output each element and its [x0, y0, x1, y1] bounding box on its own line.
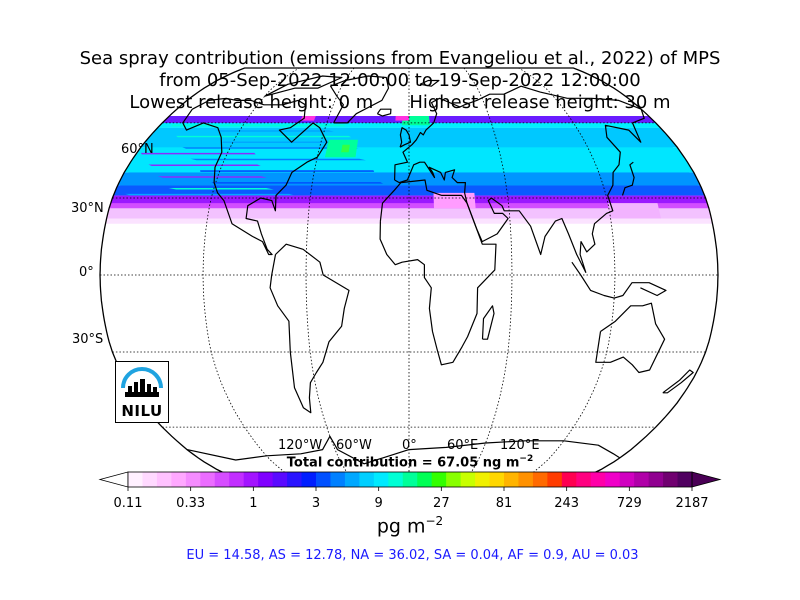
lon-label-0: 0° [402, 438, 417, 453]
coastlines [182, 75, 694, 465]
lat-label-60n: 60°N [121, 142, 154, 157]
coastline-scandinavia-uk [399, 127, 412, 148]
lon-label-60e: 60°E [447, 438, 479, 453]
nilu-logo-icon [121, 367, 163, 397]
plume-streak [211, 182, 384, 184]
lon-label-60w: 60°W [336, 438, 372, 453]
meridian-line [518, 68, 616, 482]
meridian-line [202, 68, 300, 482]
plume-streak [125, 193, 295, 196]
coastline-madagascar [481, 305, 495, 340]
globe-outline [99, 67, 719, 483]
lat-label-30s: 30°S [72, 332, 104, 347]
plume-streak [182, 147, 359, 149]
nilu-logo-text: NILU [121, 402, 163, 420]
total-contribution-text: Total contribution = 67.05 ng m [286, 455, 520, 471]
colorbar-tick-label: 9 [374, 496, 383, 511]
nilu-logo: NILU [115, 361, 169, 423]
colorbar-tick-label: 243 [554, 496, 580, 511]
plume-speckle-pacific [607, 203, 661, 219]
lon-label-120w: 120°W [278, 438, 323, 453]
plume-hotspot-atlantic [324, 139, 358, 158]
colorbar-tick-label: 2187 [675, 496, 709, 511]
regional-contributions: EU = 14.58, AS = 12.78, NA = 36.02, SA =… [186, 548, 639, 563]
coastline-australia [595, 302, 666, 374]
map-title: Sea spray contribution (emissions from E… [0, 48, 800, 114]
plume-edge-band [110, 195, 708, 204]
coastline-eurasia [394, 85, 645, 273]
total-contribution: Total contribution = 67.05 ng m−2 [0, 454, 800, 470]
lat-label-equator: 0° [79, 265, 94, 280]
plume-hotspot-atlantic-core [341, 144, 350, 153]
coastline-arctic-islands [264, 75, 343, 97]
plume-streak [216, 130, 334, 132]
plume-inner-band [117, 172, 701, 186]
colorbar-tick-label: 1 [249, 496, 258, 511]
coastline-indonesia [571, 261, 667, 299]
coastline-greenland [330, 75, 390, 124]
title-line-2: from 05-Sep-2022 12:00:00 to 19-Sep-2022… [159, 70, 641, 91]
coastline-svalbard [419, 79, 440, 87]
lon-label-120e: 120°E [500, 438, 540, 453]
coastline-south-america [269, 243, 350, 414]
title-line-1: Sea spray contribution (emissions from E… [79, 48, 721, 69]
colorbar-unit-exponent: −2 [425, 514, 444, 528]
plume-streak [157, 176, 267, 178]
colorbar-unit: pg m−2 [0, 514, 800, 537]
colorbar-tick-label: 0.33 [176, 496, 206, 511]
colorbar-tick-label: 27 [433, 496, 450, 511]
coastline-iceland [376, 108, 392, 117]
plume-streak [171, 124, 346, 127]
colorbar-tick-label: 81 [495, 496, 513, 511]
graticule [100, 68, 718, 482]
plume-streak [140, 152, 256, 155]
plume-streak [148, 164, 261, 166]
plume-streak [200, 170, 375, 172]
map-interior [100, 68, 718, 482]
plume-streak [168, 188, 274, 190]
plume-streak [190, 158, 366, 161]
highest-release-height: Highest release height: 30 m [409, 92, 671, 113]
total-contribution-exponent: −2 [519, 454, 534, 464]
colorbar-unit-text: pg m [376, 515, 426, 538]
plume-hotspot-norway [395, 116, 409, 121]
lat-label-30n: 30°N [71, 201, 104, 216]
coastline-new-zealand [662, 369, 694, 394]
plume-hotspot-north-sea [402, 116, 430, 126]
coastline-antarctica [186, 435, 621, 465]
coastline-japan [621, 161, 635, 196]
colorbar-tick-label: 729 [616, 496, 642, 511]
plume-streak [176, 135, 352, 138]
coastline-africa [379, 179, 497, 366]
plume-streak [222, 141, 340, 143]
coastline-north-america [182, 97, 328, 256]
colorbar-tick-label: 0.11 [113, 496, 143, 511]
colorbar-tick-label: 3 [311, 496, 321, 511]
